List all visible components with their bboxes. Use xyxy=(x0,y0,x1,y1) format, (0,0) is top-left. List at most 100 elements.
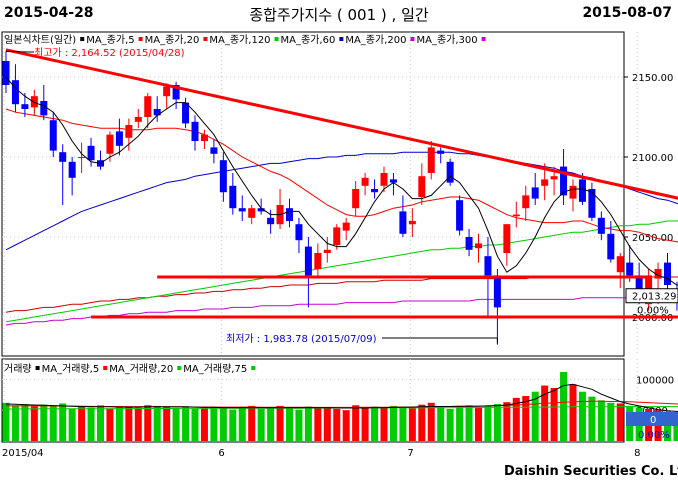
candle-body xyxy=(597,217,605,234)
x-tick-label: 2015/04 xyxy=(2,448,44,459)
volume-bar xyxy=(484,405,492,441)
volume-bar xyxy=(49,405,57,441)
volume-bar xyxy=(361,408,369,441)
volume-bar xyxy=(522,396,530,441)
candle-body xyxy=(134,117,142,122)
volume-bar xyxy=(323,407,331,441)
volume-panel: 10000050000거래량MA_거래량,5MA_거래량,20MA_거래량,75… xyxy=(1,358,678,443)
price-legend-label: 일본식차트(일간) xyxy=(4,34,76,46)
volume-bar xyxy=(30,406,38,441)
candle-body xyxy=(560,166,568,196)
volume-bar xyxy=(588,396,596,441)
volume-bar xyxy=(446,408,454,441)
candle-body xyxy=(323,249,331,253)
high-arrow xyxy=(5,50,29,53)
volume-legend-swatch xyxy=(103,366,108,370)
volume-bar xyxy=(68,408,76,441)
volume-bar xyxy=(380,407,388,441)
price-y-tick-label: 2050.00 xyxy=(632,233,673,244)
ma300-line xyxy=(5,297,678,326)
volume-bar xyxy=(106,408,114,441)
last-volume: 0 xyxy=(650,415,656,426)
candle-body xyxy=(475,243,482,249)
candle-body xyxy=(522,195,530,209)
candle-body xyxy=(59,152,67,162)
volume-bar xyxy=(40,404,48,441)
candle-body xyxy=(389,179,397,183)
volume-legend-label: 거래량 xyxy=(4,363,32,375)
candle-body xyxy=(664,262,671,285)
candle-body xyxy=(21,104,29,109)
price-legend-label: MA_종가,120 xyxy=(209,34,270,46)
volume-bar xyxy=(210,407,218,441)
candle-body xyxy=(531,187,539,199)
volume-bar xyxy=(541,385,549,441)
candle-body xyxy=(304,246,312,276)
candle-body xyxy=(219,160,227,193)
candle-body xyxy=(654,269,662,279)
candle-body xyxy=(106,134,114,154)
candle-body xyxy=(503,224,511,253)
high-label: 최고가 : 2,164.52 (2015/04/28) xyxy=(34,47,185,59)
volume-y-tick-label: 100000 xyxy=(636,375,674,386)
volume-legend-swatch xyxy=(35,366,40,370)
volume-bar xyxy=(238,406,246,441)
volume-bar xyxy=(2,402,10,441)
candle-body xyxy=(229,185,237,209)
volume-legend-label: MA_거래량,20 xyxy=(109,363,173,375)
candle-body xyxy=(115,131,123,146)
candle-body xyxy=(465,237,473,250)
volume-bar xyxy=(569,384,577,441)
price-legend-swatch xyxy=(138,37,143,41)
price-y-tick-label: 2100.00 xyxy=(632,153,673,164)
volume-bar xyxy=(191,408,199,441)
candle-body xyxy=(314,253,322,269)
candle-body xyxy=(493,275,501,308)
price-legend-swatch xyxy=(203,37,208,41)
candle-body xyxy=(418,176,426,197)
candle-body xyxy=(541,179,549,186)
x-tick-label: 6 xyxy=(218,448,224,459)
price-legend-swatch xyxy=(274,37,279,41)
volume-legend-swatch xyxy=(251,366,256,370)
candle-body xyxy=(11,80,19,105)
candle-body xyxy=(30,96,38,108)
trend-line xyxy=(5,48,678,200)
volume-bar xyxy=(153,405,161,441)
x-tick-label: 7 xyxy=(407,448,413,459)
volume-bar xyxy=(427,402,435,441)
last-volume-box xyxy=(626,412,678,426)
volume-bar xyxy=(475,407,482,441)
volume-bar xyxy=(314,408,322,441)
x-tick-label: 8 xyxy=(634,448,640,459)
volume-bar xyxy=(597,400,605,441)
volume-bar xyxy=(512,397,520,441)
candle-body xyxy=(361,177,369,186)
volume-bar xyxy=(78,407,86,441)
candle-body xyxy=(2,61,10,85)
candle-body xyxy=(446,161,454,183)
candle-body xyxy=(49,120,57,151)
candle-body xyxy=(163,86,171,97)
volume-bar xyxy=(134,407,142,441)
volume-bar xyxy=(456,406,464,441)
candle-body xyxy=(182,102,190,124)
volume-last-change: 0.00% xyxy=(638,430,670,441)
last-change: 0.00% xyxy=(637,306,669,317)
volume-bar xyxy=(182,406,190,441)
volume-bar xyxy=(286,407,293,441)
volume-bar xyxy=(352,405,360,441)
volume-bar xyxy=(219,408,227,441)
candle-body xyxy=(635,275,643,298)
candle-body xyxy=(371,189,379,193)
candle-body xyxy=(352,189,360,209)
candle-body xyxy=(380,173,388,186)
volume-bar xyxy=(531,391,539,441)
start-date: 2015-04-28 xyxy=(4,5,94,21)
last-price: 2,013.29 xyxy=(632,292,677,303)
candle-body xyxy=(295,224,303,241)
price-legend-label: MA_종가,5 xyxy=(86,34,134,46)
volume-bar xyxy=(87,407,95,441)
volume-bar xyxy=(503,402,511,441)
